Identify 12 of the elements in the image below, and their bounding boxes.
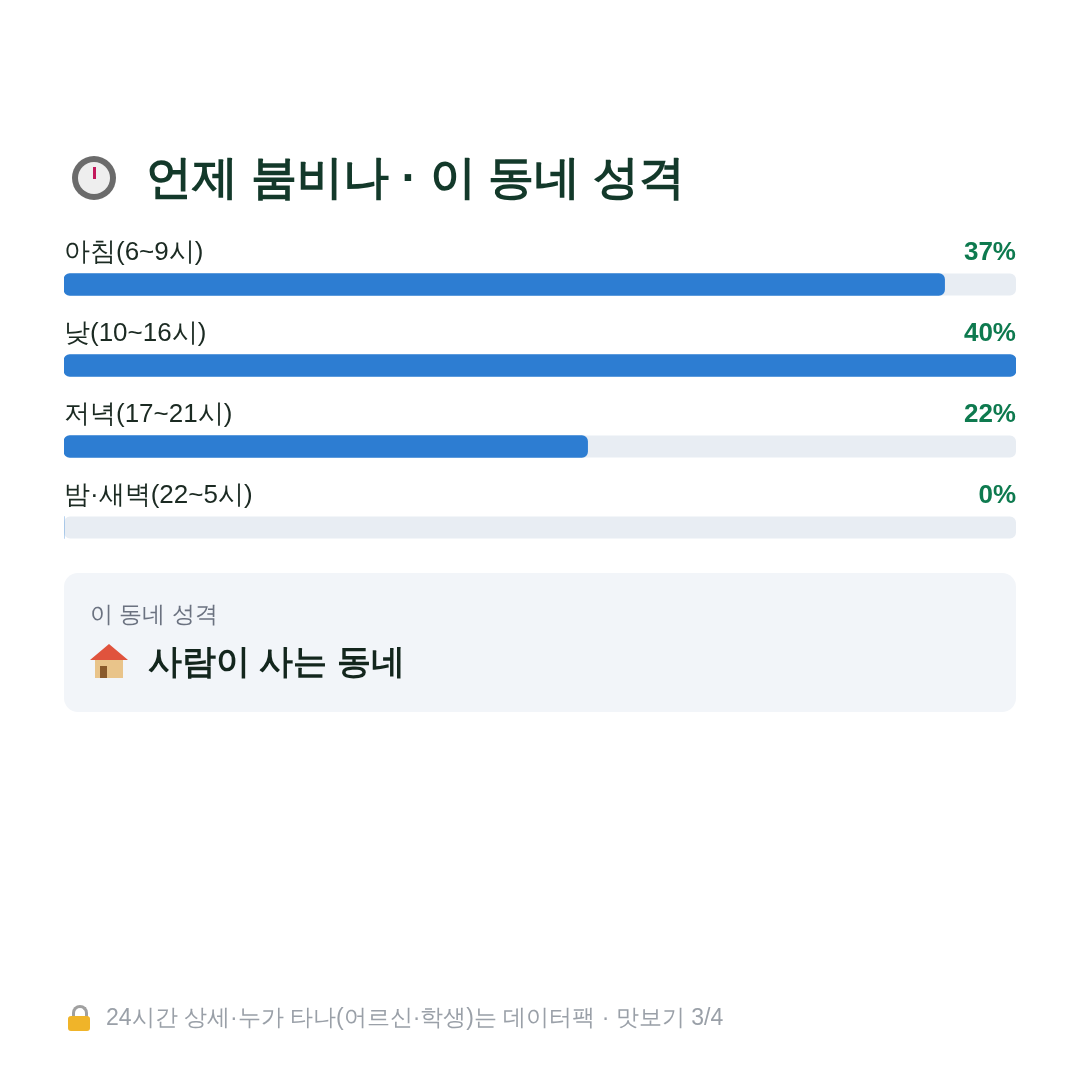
- data-label: 40%: [963, 316, 1016, 347]
- y-tick-label: 저녁(17~21시): [64, 397, 233, 428]
- data-label: 37%: [963, 235, 1016, 266]
- y-tick-label: 아침(6~9시): [64, 235, 204, 266]
- text: 사람이 사는 동네: [148, 641, 405, 682]
- text: 이 동네 성격: [90, 600, 218, 629]
- y-tick-label: 밤·새벽(22~5시): [64, 478, 253, 509]
- data-label: 0%: [978, 478, 1016, 509]
- text: 24시간 상세·누가 타나(어르신·학생)는 데이터팩 · 맛보기 3/4: [106, 1003, 724, 1032]
- chart-title: 언제 붐비나 · 이 동네 성격: [146, 150, 686, 205]
- y-tick-label: 낮(10~16시): [64, 316, 207, 347]
- data-label: 22%: [963, 397, 1016, 428]
